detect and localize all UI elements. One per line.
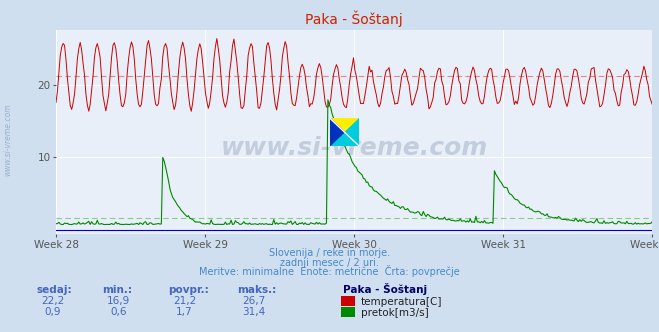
Title: Paka - Šoštanj: Paka - Šoštanj — [305, 11, 403, 27]
Polygon shape — [330, 118, 344, 146]
Text: www.si-vreme.com: www.si-vreme.com — [221, 136, 488, 160]
Text: temperatura[C]: temperatura[C] — [361, 297, 443, 307]
Text: zadnji mesec / 2 uri.: zadnji mesec / 2 uri. — [280, 258, 379, 268]
Text: 26,7: 26,7 — [242, 296, 266, 306]
Text: povpr.:: povpr.: — [168, 285, 209, 295]
Polygon shape — [330, 118, 359, 146]
Text: min.:: min.: — [102, 285, 132, 295]
Polygon shape — [330, 118, 359, 146]
Text: pretok[m3/s]: pretok[m3/s] — [361, 308, 429, 318]
Text: 0,9: 0,9 — [44, 307, 61, 317]
Text: 0,6: 0,6 — [110, 307, 127, 317]
Text: 21,2: 21,2 — [173, 296, 196, 306]
Text: Slovenija / reke in morje.: Slovenija / reke in morje. — [269, 248, 390, 258]
Text: 16,9: 16,9 — [107, 296, 130, 306]
Text: maks.:: maks.: — [237, 285, 277, 295]
Text: 1,7: 1,7 — [176, 307, 193, 317]
Text: www.si-vreme.com: www.si-vreme.com — [3, 103, 13, 176]
Text: Paka - Šoštanj: Paka - Šoštanj — [343, 283, 427, 295]
Text: Meritve: minimalne  Enote: metrične  Črta: povprečje: Meritve: minimalne Enote: metrične Črta:… — [199, 265, 460, 277]
Text: sedaj:: sedaj: — [36, 285, 72, 295]
Text: 31,4: 31,4 — [242, 307, 266, 317]
Text: 22,2: 22,2 — [41, 296, 65, 306]
